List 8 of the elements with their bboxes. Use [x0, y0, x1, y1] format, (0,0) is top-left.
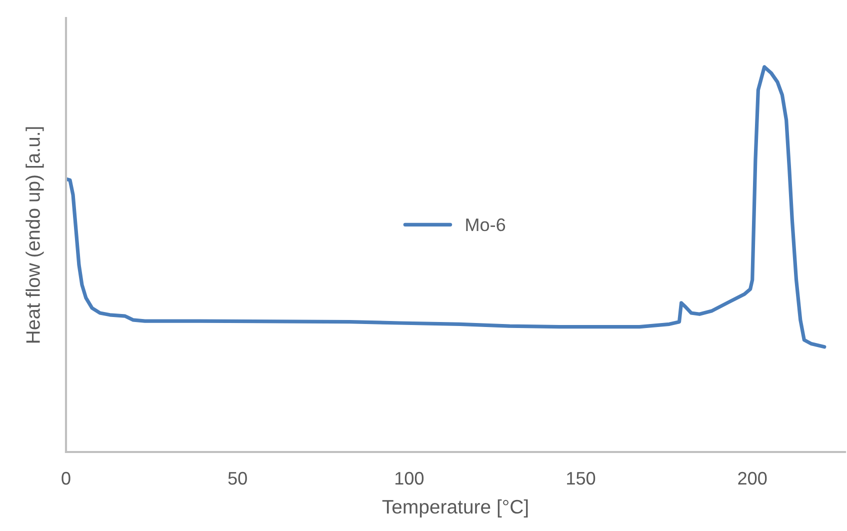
x-tick-label: 50 — [228, 472, 247, 485]
x-tick-label: 100 — [395, 472, 424, 485]
x-tick-label: 0 — [62, 472, 70, 485]
x-tick-label: 150 — [567, 472, 596, 485]
y-axis-title: Heat flow (endo up) [a.u.] — [26, 127, 44, 343]
x-axis-title: Temperature [°C] — [382, 499, 528, 518]
legend-label: Mo-6 — [466, 218, 506, 232]
x-tick-label: 200 — [738, 472, 767, 485]
